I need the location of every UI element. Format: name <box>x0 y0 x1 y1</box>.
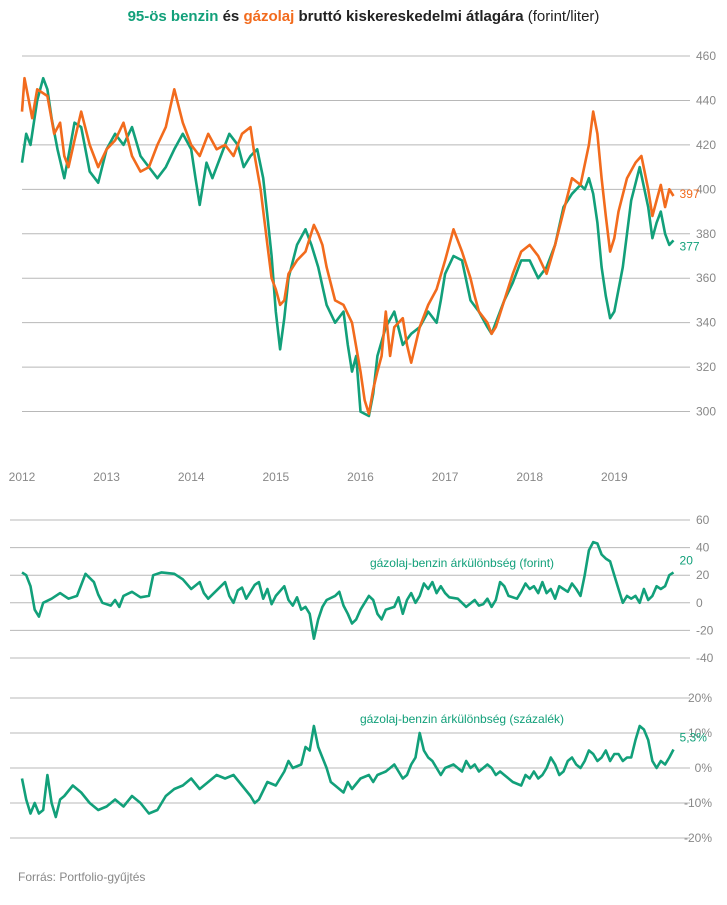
y-tick-label: 10% <box>688 726 712 740</box>
y-tick-label: 20% <box>688 691 712 705</box>
series-line-gazolaj <box>20 76 675 416</box>
x-tick-label: 2015 <box>262 470 289 484</box>
x-tick-label: 2013 <box>93 470 120 484</box>
x-tick-label: 2019 <box>601 470 628 484</box>
end-value-label: 377 <box>680 239 700 253</box>
series-line-benzin <box>20 724 675 819</box>
end-value-label: 20 <box>680 553 694 567</box>
y-tick-label: -10% <box>684 796 712 810</box>
y-tick-label: 40 <box>696 541 710 555</box>
y-tick-label: 300 <box>696 405 716 419</box>
y-tick-label: 0% <box>695 761 713 775</box>
end-value-label: 5,3% <box>680 730 708 744</box>
x-tick-label: 2017 <box>432 470 459 484</box>
series-label: gázolaj-benzin árkülönbség (százalék) <box>360 712 564 726</box>
y-tick-label: -40 <box>696 651 714 665</box>
title-rest: bruttó kiskereskedelmi átlagára <box>294 8 528 25</box>
y-tick-label: 320 <box>696 360 716 374</box>
chart-title: 95-ös benzin és gázolaj bruttó kiskeresk… <box>0 8 727 25</box>
title-gazolaj: gázolaj <box>243 8 295 25</box>
y-tick-label: 460 <box>696 49 716 63</box>
series-label: gázolaj-benzin árkülönbség (forint) <box>370 556 554 570</box>
x-tick-label: 2012 <box>9 470 36 484</box>
source-note: Forrás: Portfolio-gyűjtés <box>18 870 146 884</box>
title-unit: (forint/liter) <box>527 8 600 25</box>
y-tick-label: 340 <box>696 316 716 330</box>
x-tick-label: 2016 <box>347 470 374 484</box>
y-tick-label: 440 <box>696 93 716 107</box>
y-tick-label: 60 <box>696 513 710 527</box>
x-tick-label: 2014 <box>178 470 205 484</box>
y-tick-label: -20% <box>684 831 712 845</box>
end-value-label: 397 <box>680 187 700 201</box>
y-tick-label: 420 <box>696 138 716 152</box>
y-tick-label: 0 <box>696 596 703 610</box>
y-tick-label: -20 <box>696 623 714 637</box>
y-tick-label: 360 <box>696 271 716 285</box>
series-line-benzin <box>21 540 675 640</box>
y-tick-label: 380 <box>696 227 716 241</box>
title-es: és <box>218 8 244 25</box>
title-benzin: 95-ös benzin <box>127 8 219 25</box>
x-tick-label: 2018 <box>516 470 543 484</box>
y-tick-label: 400 <box>696 182 716 196</box>
y-tick-label: 20 <box>696 568 710 582</box>
